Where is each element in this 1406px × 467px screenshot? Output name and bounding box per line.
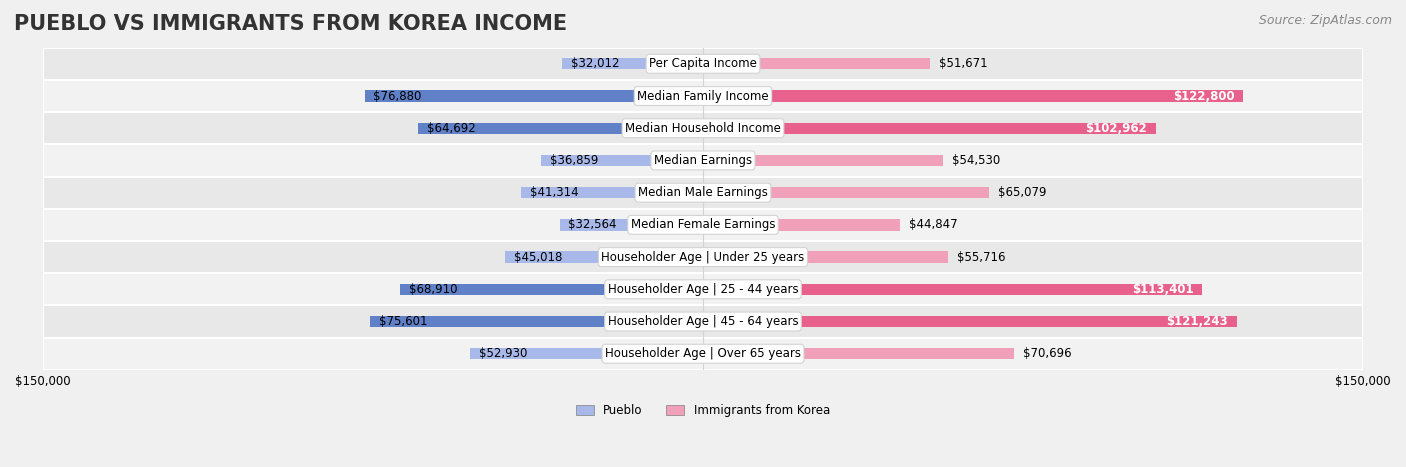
Text: $68,910: $68,910 xyxy=(409,283,457,296)
Bar xyxy=(470,348,703,360)
Bar xyxy=(560,219,703,231)
Bar xyxy=(505,251,703,263)
Text: $55,716: $55,716 xyxy=(957,251,1005,263)
Text: $75,601: $75,601 xyxy=(380,315,427,328)
Text: $76,880: $76,880 xyxy=(374,90,422,103)
Bar xyxy=(703,58,931,70)
Text: Median Female Earnings: Median Female Earnings xyxy=(631,219,775,231)
Bar xyxy=(42,112,1364,144)
Bar xyxy=(42,241,1364,273)
Legend: Pueblo, Immigrants from Korea: Pueblo, Immigrants from Korea xyxy=(571,399,835,422)
Bar xyxy=(703,348,1014,360)
Bar xyxy=(42,273,1364,305)
Text: Source: ZipAtlas.com: Source: ZipAtlas.com xyxy=(1258,14,1392,27)
Text: $45,018: $45,018 xyxy=(513,251,562,263)
Bar xyxy=(703,187,990,198)
Bar xyxy=(418,122,703,134)
Bar xyxy=(364,91,703,102)
Text: $51,671: $51,671 xyxy=(939,57,988,71)
Text: $36,859: $36,859 xyxy=(550,154,598,167)
Bar xyxy=(703,316,1237,327)
Bar xyxy=(42,80,1364,112)
Bar xyxy=(370,316,703,327)
Bar xyxy=(703,251,948,263)
Text: $44,847: $44,847 xyxy=(910,219,957,231)
Bar xyxy=(541,155,703,166)
Text: Median Family Income: Median Family Income xyxy=(637,90,769,103)
Text: $32,564: $32,564 xyxy=(568,219,617,231)
Text: PUEBLO VS IMMIGRANTS FROM KOREA INCOME: PUEBLO VS IMMIGRANTS FROM KOREA INCOME xyxy=(14,14,567,34)
Text: $52,930: $52,930 xyxy=(479,347,527,360)
Bar xyxy=(42,144,1364,177)
Text: $32,012: $32,012 xyxy=(571,57,620,71)
Text: Per Capita Income: Per Capita Income xyxy=(650,57,756,71)
Text: $102,962: $102,962 xyxy=(1085,122,1147,134)
Bar xyxy=(562,58,703,70)
Text: Median Male Earnings: Median Male Earnings xyxy=(638,186,768,199)
Text: $64,692: $64,692 xyxy=(427,122,475,134)
Bar xyxy=(703,219,900,231)
Bar xyxy=(42,338,1364,370)
Text: $65,079: $65,079 xyxy=(998,186,1046,199)
Text: Householder Age | 45 - 64 years: Householder Age | 45 - 64 years xyxy=(607,315,799,328)
Text: $70,696: $70,696 xyxy=(1024,347,1071,360)
Text: $121,243: $121,243 xyxy=(1166,315,1227,328)
Text: Householder Age | Under 25 years: Householder Age | Under 25 years xyxy=(602,251,804,263)
Text: Householder Age | Over 65 years: Householder Age | Over 65 years xyxy=(605,347,801,360)
Bar xyxy=(522,187,703,198)
Bar xyxy=(42,305,1364,338)
Text: $41,314: $41,314 xyxy=(530,186,579,199)
Bar xyxy=(703,155,943,166)
Text: Median Household Income: Median Household Income xyxy=(626,122,780,134)
Bar xyxy=(42,48,1364,80)
Text: Median Earnings: Median Earnings xyxy=(654,154,752,167)
Bar xyxy=(42,209,1364,241)
Bar xyxy=(703,91,1243,102)
Bar xyxy=(399,283,703,295)
Text: $54,530: $54,530 xyxy=(952,154,1000,167)
Bar xyxy=(703,122,1156,134)
Text: $122,800: $122,800 xyxy=(1173,90,1234,103)
Text: $113,401: $113,401 xyxy=(1132,283,1194,296)
Bar xyxy=(703,283,1202,295)
Text: Householder Age | 25 - 44 years: Householder Age | 25 - 44 years xyxy=(607,283,799,296)
Bar xyxy=(42,177,1364,209)
